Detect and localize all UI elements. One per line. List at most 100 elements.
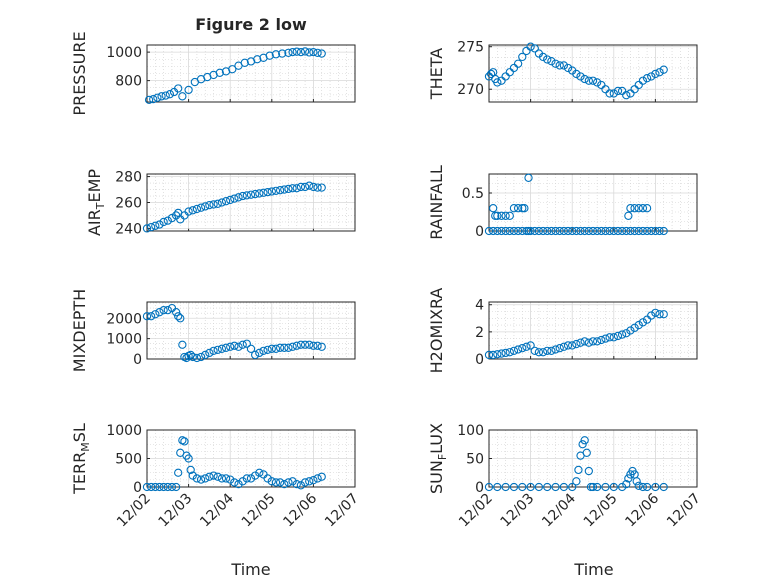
axes-border-sun_flux — [488, 429, 698, 488]
data-point — [147, 312, 156, 321]
data-point — [501, 348, 510, 358]
data-point — [647, 72, 656, 81]
y-tick-label: 1000 — [106, 332, 142, 348]
data-point — [263, 345, 272, 354]
data-point — [296, 481, 306, 490]
data-point — [609, 89, 618, 98]
data-point — [240, 58, 249, 67]
data-point — [178, 92, 187, 101]
data-point — [251, 471, 260, 480]
data-point — [576, 72, 585, 81]
data-point — [253, 55, 262, 64]
data-point — [505, 348, 514, 357]
data-point — [526, 42, 535, 51]
data-point — [305, 48, 314, 57]
data-point — [630, 226, 639, 236]
data-point — [638, 76, 648, 85]
data-point — [167, 482, 177, 492]
data-point — [563, 63, 573, 73]
data-point — [188, 352, 197, 362]
data-point — [317, 342, 326, 351]
data-point — [486, 69, 496, 79]
y-tick-label: 500 — [115, 452, 142, 468]
data-point — [597, 80, 606, 90]
data-point — [509, 204, 519, 213]
data-point — [651, 482, 660, 492]
data-point — [305, 477, 314, 486]
data-point — [296, 47, 306, 57]
data-point — [588, 76, 598, 85]
y-tick-label: 240 — [115, 221, 142, 237]
data-point — [638, 226, 648, 236]
data-point — [651, 308, 660, 318]
data-point — [144, 95, 154, 105]
data-point — [501, 482, 510, 492]
data-point — [642, 482, 652, 492]
data-point — [215, 68, 224, 77]
data-point — [174, 312, 183, 321]
data-point — [238, 477, 247, 486]
data-point — [513, 345, 523, 354]
data-point — [555, 61, 564, 70]
data-point — [613, 86, 623, 96]
data-point — [292, 479, 301, 489]
data-point — [284, 343, 293, 352]
data-point — [238, 340, 247, 349]
data-point — [317, 472, 326, 481]
data-point — [501, 211, 510, 220]
data-point — [634, 320, 643, 330]
data-point — [153, 93, 162, 102]
data-point — [491, 211, 500, 220]
y-axis-label-terr_msl: TERRMSL — [70, 423, 92, 495]
data-point — [613, 226, 623, 236]
data-point — [642, 204, 652, 213]
data-point — [196, 203, 206, 212]
data-point — [588, 226, 598, 236]
subplot-h2omixra: 0 2 4 H2OMIXRA — [427, 288, 698, 373]
data-point — [551, 226, 560, 236]
data-point — [484, 350, 494, 360]
data-point — [624, 474, 633, 483]
data-point — [634, 481, 643, 491]
data-point — [309, 341, 318, 350]
data-point — [184, 207, 193, 216]
data-point — [192, 353, 202, 363]
data-point — [605, 333, 614, 342]
data-point — [547, 346, 556, 356]
y-tick-label: 100 — [457, 423, 484, 439]
data-point — [288, 477, 297, 486]
data-point — [538, 348, 548, 357]
y-tick-label: 270 — [457, 82, 484, 98]
data-point — [513, 59, 523, 68]
data-point — [543, 226, 552, 236]
axes-border-mixdepth — [146, 301, 356, 360]
data-point — [659, 482, 668, 492]
data-point — [213, 472, 222, 481]
data-point — [630, 323, 639, 332]
data-point — [251, 189, 260, 199]
y-axis-label-mixdepth: MIXDEPTH — [70, 289, 89, 372]
data-point — [205, 472, 214, 481]
data-point — [192, 204, 202, 214]
data-point — [205, 348, 214, 358]
data-point — [626, 326, 635, 335]
data-point — [642, 226, 652, 236]
data-point — [201, 350, 210, 360]
data-point — [493, 350, 502, 359]
data-point — [634, 80, 643, 90]
data-point — [300, 340, 310, 349]
data-point — [522, 342, 531, 351]
data-point — [171, 308, 181, 317]
data-point — [651, 226, 660, 236]
data-point — [518, 343, 527, 353]
data-point — [547, 57, 556, 66]
data-point — [505, 68, 514, 77]
data-point — [284, 48, 293, 57]
data-point — [267, 344, 276, 353]
axes-border-h2omixra — [488, 301, 698, 360]
subplot-pressure: 800 1000 PRESSURE — [70, 31, 356, 116]
axes-box-rainfall — [488, 173, 698, 232]
data-point — [572, 339, 581, 349]
data-point — [563, 226, 573, 236]
